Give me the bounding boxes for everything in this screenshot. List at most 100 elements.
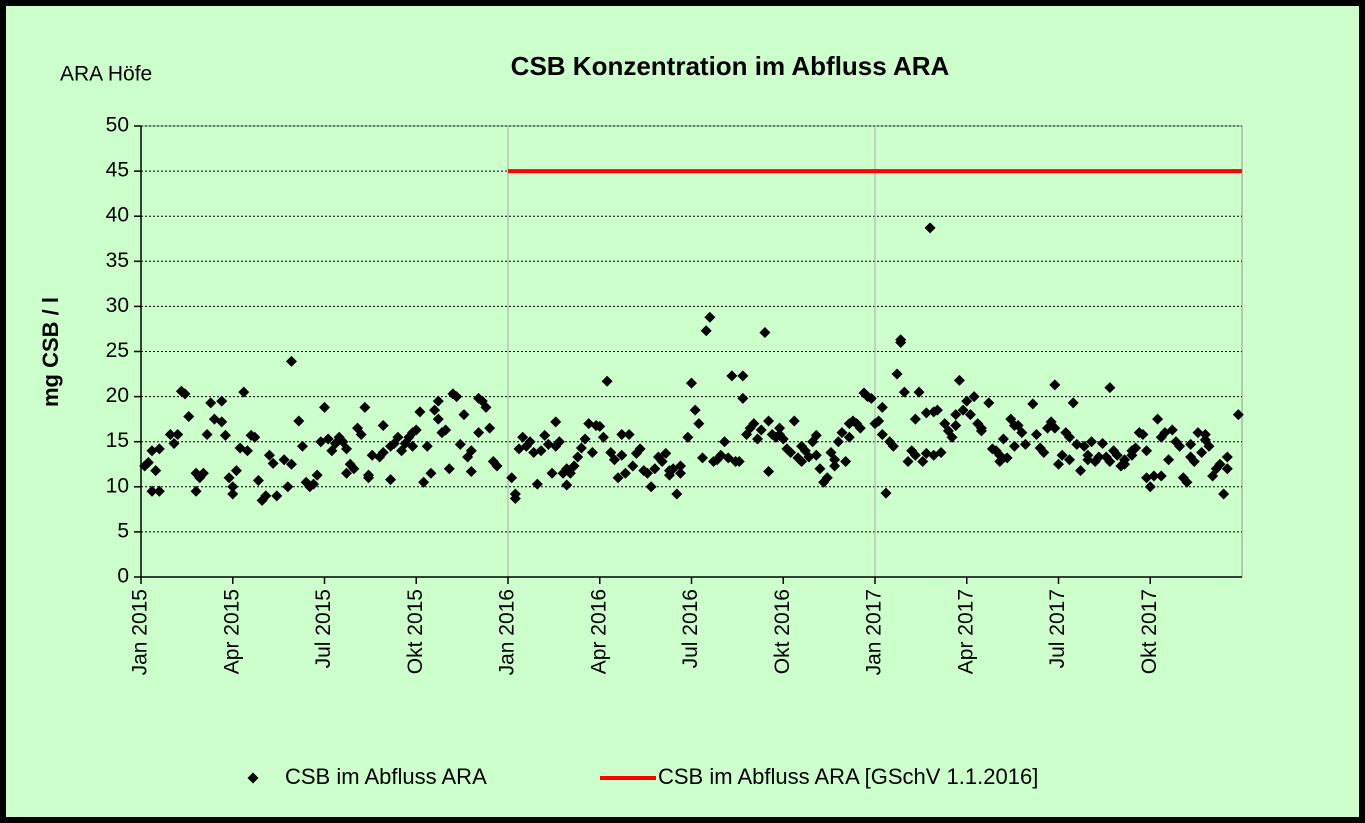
data-point: [719, 436, 731, 448]
x-tick-label: Okt 2017: [1138, 589, 1161, 674]
data-point: [539, 429, 551, 441]
data-point: [1141, 445, 1153, 457]
data-point: [553, 436, 565, 448]
data-point: [414, 406, 426, 418]
data-point: [950, 419, 962, 431]
data-point: [700, 325, 712, 337]
data-point: [759, 327, 771, 339]
data-point: [737, 392, 749, 404]
data-point: [594, 420, 606, 432]
data-point: [1067, 397, 1079, 409]
data-point: [278, 454, 290, 466]
data-point: [737, 370, 749, 382]
data-point: [319, 401, 330, 413]
data-point: [1174, 440, 1186, 452]
data-point: [880, 487, 892, 499]
data-point: [634, 443, 646, 455]
data-point: [1093, 451, 1105, 463]
data-point: [957, 404, 969, 416]
data-point: [656, 456, 668, 468]
data-point: [763, 465, 775, 477]
data-point: [920, 407, 932, 419]
data-point: [509, 493, 521, 505]
data-point: [506, 472, 518, 484]
y-axis-label: mg CSB / l: [38, 297, 63, 407]
data-point: [1166, 424, 1178, 436]
data-point: [649, 463, 661, 475]
data-point: [1221, 463, 1233, 475]
data-point: [146, 445, 158, 457]
data-point: [1078, 440, 1090, 452]
data-point: [363, 472, 375, 484]
data-point: [1027, 398, 1039, 410]
y-tick-label: 30: [106, 294, 129, 317]
data-point: [876, 428, 888, 440]
data-point: [531, 478, 543, 490]
data-point: [183, 410, 195, 422]
data-point: [432, 395, 444, 407]
data-point: [660, 447, 672, 459]
data-point: [561, 479, 573, 491]
data-point: [671, 488, 683, 500]
y-tick-label: 15: [106, 429, 129, 452]
data-point: [197, 467, 209, 479]
data-point: [153, 443, 165, 455]
data-point: [763, 415, 775, 427]
data-point: [252, 474, 264, 486]
data-point: [788, 415, 800, 427]
chart-subtitle: ARA Höfe: [60, 63, 152, 86]
data-point: [524, 436, 536, 448]
data-point: [854, 422, 866, 434]
data-point: [865, 392, 877, 404]
data-point: [271, 490, 283, 502]
x-tick-label: Apr 2015: [220, 589, 243, 674]
data-point: [1008, 440, 1020, 452]
data-point: [785, 447, 797, 459]
data-point: [407, 440, 419, 452]
data-point: [924, 222, 936, 234]
data-point: [1049, 379, 1061, 391]
data-point: [909, 449, 921, 461]
data-point: [429, 404, 441, 416]
data-point: [410, 424, 422, 436]
data-point: [1097, 438, 1109, 450]
data-point: [619, 467, 631, 479]
data-point: [1038, 447, 1050, 459]
data-point: [1104, 456, 1116, 468]
legend-marker: [247, 772, 259, 784]
data-point: [267, 457, 279, 469]
y-tick-label: 20: [106, 384, 129, 407]
data-point: [1049, 422, 1061, 434]
data-point: [575, 442, 587, 454]
data-point: [704, 311, 716, 323]
data-point: [1001, 452, 1013, 464]
data-point: [366, 449, 378, 461]
data-point: [341, 443, 353, 455]
data-point: [829, 454, 841, 466]
data-point: [950, 409, 962, 421]
data-point: [1075, 465, 1087, 477]
data-point: [623, 428, 635, 440]
data-point: [920, 447, 932, 459]
data-point: [891, 368, 903, 380]
data-point: [697, 452, 709, 464]
chart-title: CSB Konzentration im Abfluss ARA: [511, 51, 950, 81]
data-point: [443, 463, 455, 475]
data-point: [201, 428, 213, 440]
data-point: [517, 431, 529, 443]
data-point: [836, 427, 848, 439]
data-point: [1152, 413, 1164, 425]
data-point: [542, 438, 554, 450]
data-point: [1232, 409, 1244, 421]
data-point: [1030, 428, 1042, 440]
y-tick-label: 40: [106, 204, 129, 227]
data-point: [1111, 449, 1123, 461]
data-point: [608, 454, 620, 466]
data-point: [230, 465, 242, 477]
data-point: [810, 449, 822, 461]
data-point: [1203, 440, 1215, 452]
data-point: [931, 404, 943, 416]
data-point: [748, 418, 760, 430]
